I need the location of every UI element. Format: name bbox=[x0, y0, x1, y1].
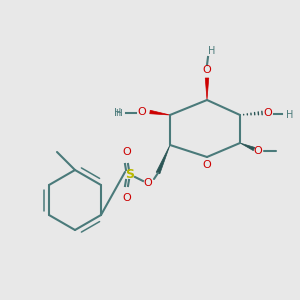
Polygon shape bbox=[156, 145, 170, 174]
Text: S: S bbox=[125, 169, 134, 182]
Polygon shape bbox=[240, 143, 255, 151]
Text: H: H bbox=[114, 108, 122, 118]
Text: O: O bbox=[144, 178, 152, 188]
Text: O: O bbox=[264, 108, 272, 118]
Polygon shape bbox=[150, 110, 170, 115]
Text: H: H bbox=[286, 110, 294, 120]
Text: O: O bbox=[202, 65, 211, 75]
Text: O: O bbox=[202, 160, 211, 170]
Text: H: H bbox=[208, 46, 216, 56]
Text: O: O bbox=[123, 193, 131, 203]
Text: O: O bbox=[138, 107, 146, 117]
Polygon shape bbox=[205, 78, 209, 100]
Text: O: O bbox=[254, 146, 262, 156]
Text: H: H bbox=[115, 110, 122, 118]
Text: O: O bbox=[123, 147, 131, 157]
